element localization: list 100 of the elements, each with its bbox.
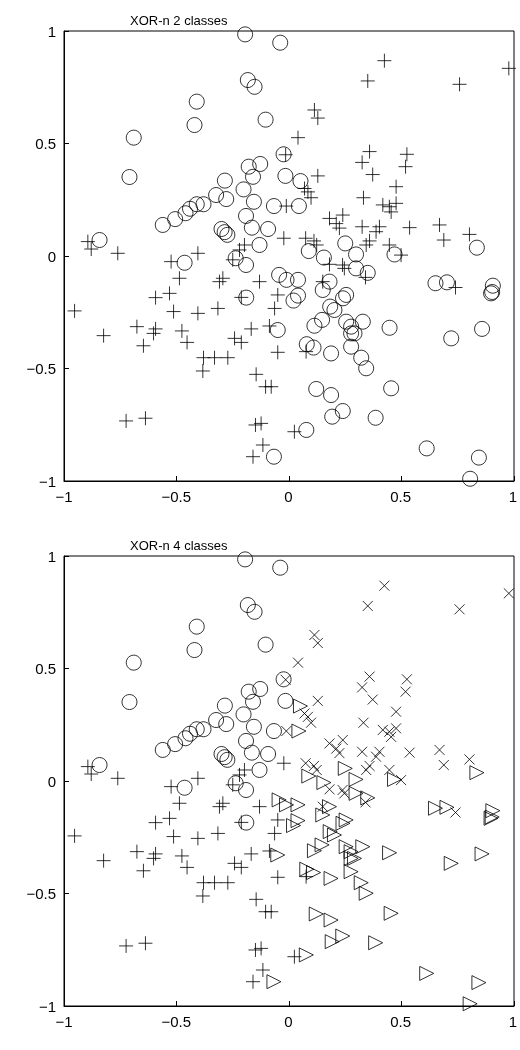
- point: [179, 859, 195, 875]
- point: [308, 760, 320, 772]
- point: [216, 697, 233, 714]
- point: [378, 580, 390, 592]
- point: [251, 761, 268, 778]
- point: [245, 974, 261, 990]
- point: [343, 864, 359, 880]
- point: [427, 800, 443, 816]
- point: [270, 812, 286, 828]
- point: [316, 775, 332, 791]
- point: [390, 722, 402, 734]
- point: [454, 603, 466, 615]
- point: [377, 724, 389, 736]
- point: [257, 636, 274, 653]
- point: [190, 830, 206, 846]
- point: [129, 844, 145, 860]
- point: [275, 671, 292, 688]
- point: [238, 782, 255, 798]
- point: [220, 875, 236, 891]
- point: [91, 757, 108, 774]
- y-tick-label: −0.5: [26, 885, 56, 902]
- point: [255, 962, 271, 978]
- point: [434, 744, 446, 756]
- point: [236, 762, 252, 778]
- point: [471, 975, 487, 991]
- x-tick-label: 0.5: [390, 1013, 412, 1030]
- chart-title: XOR-n 2 classes: [130, 13, 229, 28]
- x-tick-label: −0.5: [161, 1013, 192, 1030]
- point: [292, 698, 308, 714]
- point: [174, 848, 190, 864]
- point: [245, 693, 261, 710]
- point: [323, 912, 339, 928]
- point: [311, 764, 323, 776]
- point: [362, 600, 374, 612]
- point: [177, 730, 194, 747]
- point: [356, 681, 368, 693]
- point: [266, 974, 282, 990]
- point: [146, 850, 162, 866]
- point: [83, 766, 99, 782]
- point: [238, 732, 255, 749]
- point: [186, 642, 203, 659]
- point: [300, 757, 312, 769]
- point: [343, 844, 359, 860]
- point: [360, 764, 372, 776]
- point: [195, 888, 211, 904]
- point: [395, 774, 407, 786]
- point: [248, 891, 264, 907]
- point: [247, 942, 263, 958]
- point: [315, 807, 331, 823]
- point: [292, 657, 304, 669]
- point: [348, 785, 364, 801]
- x-tick-label: 1: [508, 1013, 517, 1030]
- point: [280, 725, 292, 737]
- point: [322, 824, 338, 840]
- point: [279, 797, 295, 813]
- point: [286, 818, 301, 834]
- point: [286, 949, 302, 965]
- point: [148, 815, 164, 831]
- point: [335, 928, 351, 944]
- point: [125, 654, 142, 671]
- point: [385, 731, 397, 743]
- x-tick-label: 0: [284, 1013, 293, 1030]
- y-tick-label: 0: [47, 772, 56, 790]
- point: [291, 723, 307, 739]
- point: [260, 746, 277, 762]
- point: [208, 712, 225, 729]
- point: [387, 771, 403, 787]
- x-tick-label: 1: [508, 488, 517, 505]
- point: [235, 706, 252, 723]
- point: [419, 965, 435, 981]
- point: [390, 706, 402, 718]
- point: [357, 717, 369, 729]
- point: [276, 755, 292, 771]
- point: [370, 751, 382, 763]
- point: [503, 587, 515, 599]
- point: [195, 721, 212, 738]
- point: [118, 938, 134, 954]
- point: [312, 637, 324, 649]
- point: [360, 790, 376, 806]
- point: [469, 765, 485, 781]
- point: [148, 846, 164, 862]
- point: [337, 760, 353, 776]
- y-tick-label: −1: [38, 997, 56, 1015]
- point: [358, 885, 374, 901]
- point: [474, 846, 490, 862]
- point: [252, 680, 269, 697]
- point: [271, 792, 287, 808]
- point: [306, 843, 322, 859]
- point: [314, 837, 330, 853]
- point: [383, 764, 395, 776]
- point: [166, 829, 182, 845]
- point: [213, 746, 230, 762]
- point: [312, 695, 324, 707]
- point: [176, 779, 193, 796]
- point: [182, 725, 198, 742]
- point: [463, 753, 475, 765]
- point: [324, 783, 335, 795]
- point: [308, 629, 320, 641]
- point: [404, 747, 416, 759]
- point: [298, 947, 314, 963]
